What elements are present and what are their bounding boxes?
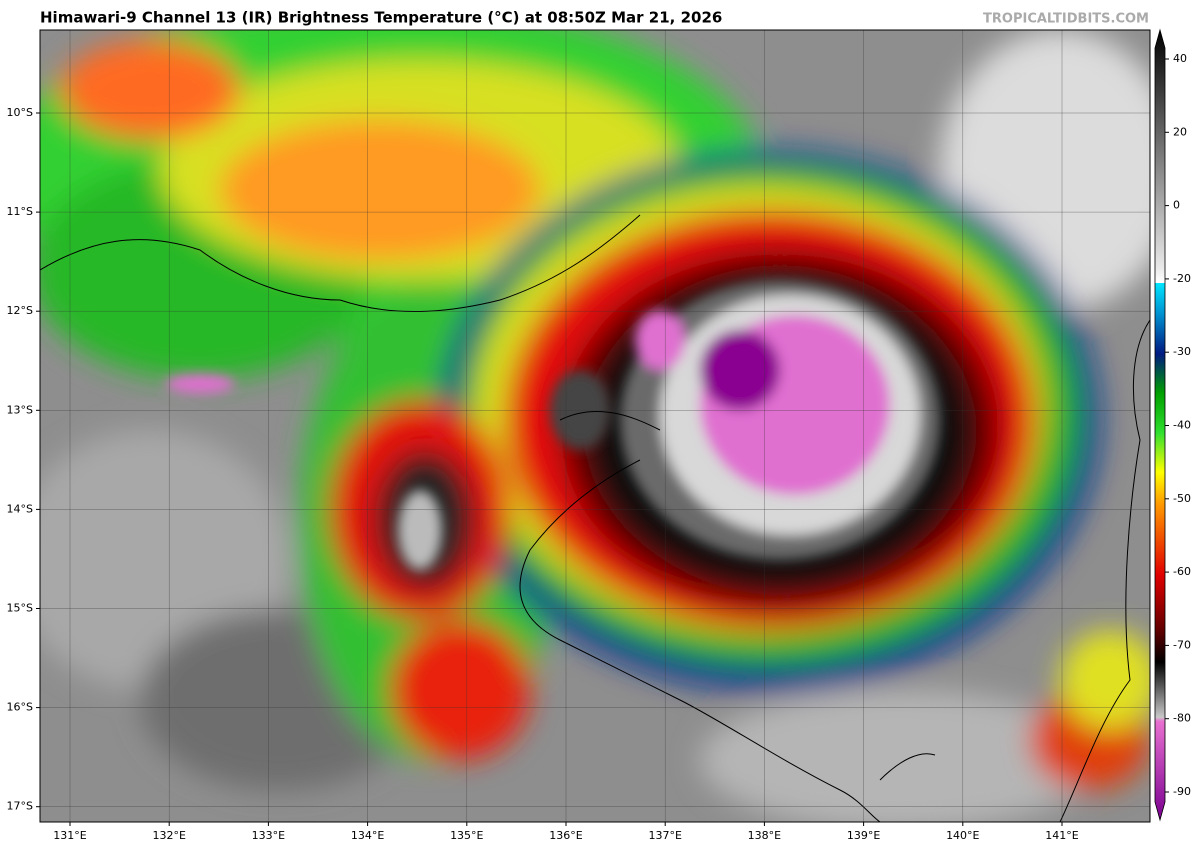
satellite-imagery [40, 30, 1150, 822]
lat-label: 13°S [7, 403, 33, 416]
colorbar-tick-label: 0 [1173, 199, 1180, 212]
lon-label: 131°E [53, 829, 86, 842]
colorbar-tick-label: -50 [1173, 492, 1191, 505]
watermark: TROPICALTIDBITS.COM [983, 12, 1149, 27]
longitude-labels: 131°E 132°E 133°E 134°E 135°E 136°E 137°E 138°E… [53, 822, 1079, 842]
lat-label: 11°S [7, 205, 33, 218]
lat-label: 15°S [7, 602, 33, 615]
colorbar-tick-label: -90 [1173, 785, 1191, 798]
colorbar [1154, 28, 1166, 822]
latitude-labels: 10°S 11°S 12°S 13°S 14°S 15°S 16°S 17°S [7, 106, 40, 813]
lat-label: 17°S [7, 800, 33, 813]
colorbar-tick-label: -80 [1173, 712, 1191, 725]
lon-label: 139°E [847, 829, 880, 842]
storm-core [165, 280, 940, 570]
lat-label: 10°S [7, 106, 33, 119]
coastline [40, 214, 1150, 822]
lon-label: 135°E [450, 829, 483, 842]
map-frame [39, 29, 1151, 823]
colorbar-tick-label: 40 [1173, 52, 1187, 65]
lat-label: 16°S [7, 701, 33, 714]
lat-label: 14°S [7, 502, 33, 515]
title: Himawari-9 Channel 13 (IR) Brightness Te… [40, 9, 722, 27]
lat-label: 12°S [7, 304, 33, 317]
graticule [40, 30, 1150, 822]
colorbar-tick-label: -20 [1173, 272, 1191, 285]
colorbar-ticks: 40 20 0 -20 -30 -40 -50 -60 -70 -80 -90 [1165, 52, 1191, 798]
colorbar-tick-label: -40 [1173, 419, 1191, 432]
colorbar-tick-label: -70 [1173, 638, 1191, 651]
lon-label: 133°E [252, 829, 285, 842]
cloud-field [40, 30, 1150, 822]
lon-label: 141°E [1045, 829, 1078, 842]
lon-label: 134°E [351, 829, 384, 842]
lon-label: 137°E [648, 829, 681, 842]
lon-label: 132°E [152, 829, 185, 842]
colorbar-tick-label: -60 [1173, 565, 1191, 578]
colorbar-tick-label: -30 [1173, 345, 1191, 358]
lon-label: 136°E [549, 829, 582, 842]
colorbar-tick-label: 20 [1173, 125, 1187, 138]
lon-label: 140°E [946, 829, 979, 842]
lon-label: 138°E [748, 829, 781, 842]
